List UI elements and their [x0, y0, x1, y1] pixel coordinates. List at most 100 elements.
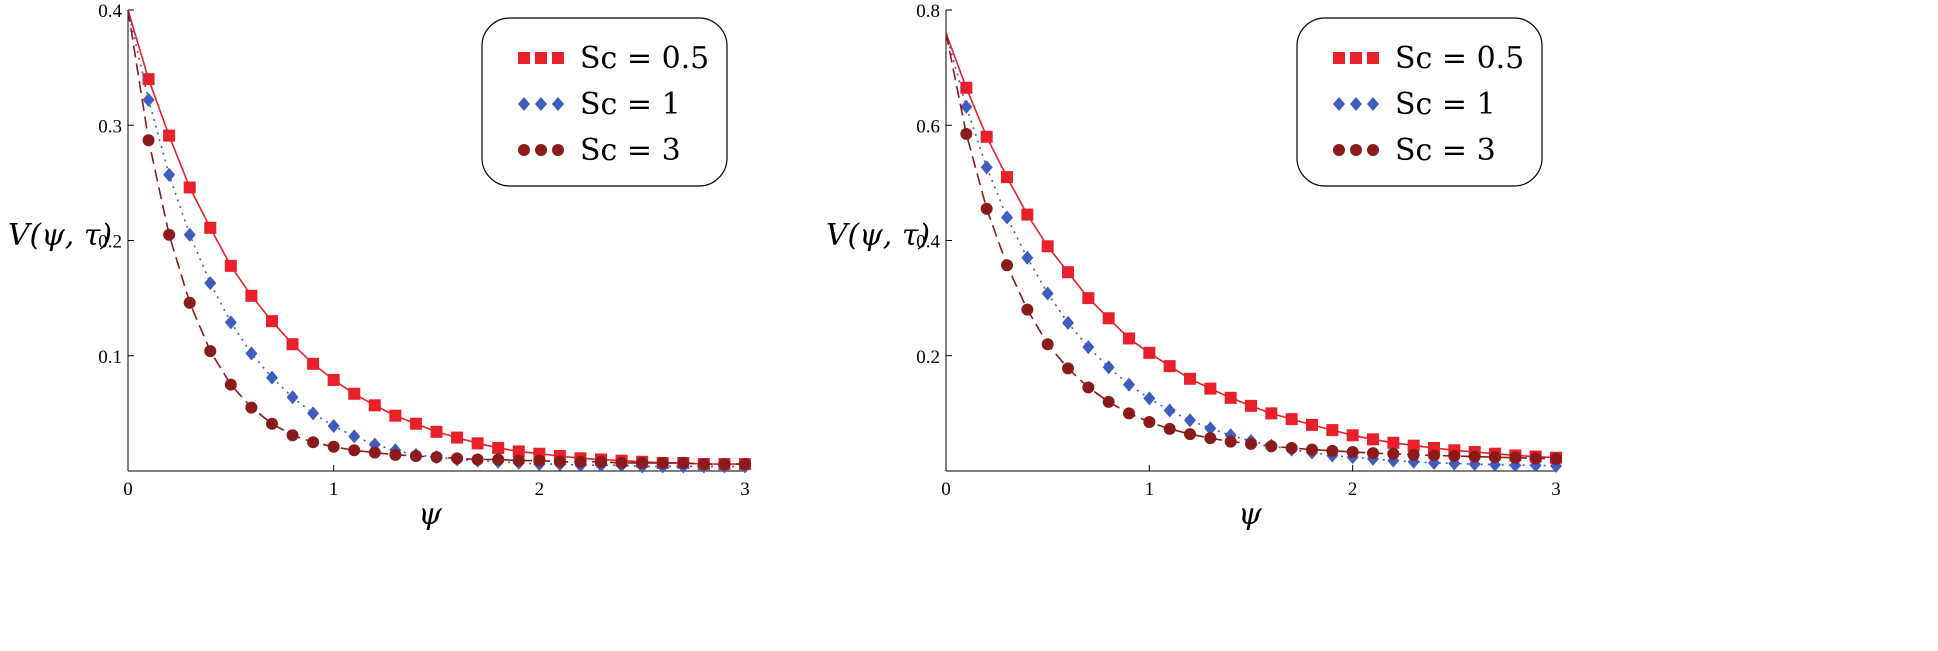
data-point	[1407, 439, 1420, 452]
y-tick-label: 0.2	[916, 347, 940, 368]
data-point	[204, 345, 217, 358]
legend-marker	[1350, 52, 1362, 64]
legend-marker	[552, 144, 564, 156]
legend-marker	[1350, 97, 1362, 111]
data-point	[163, 228, 176, 241]
data-point	[1184, 413, 1196, 428]
data-point	[1123, 407, 1135, 420]
data-point	[224, 315, 237, 330]
data-point	[1346, 445, 1359, 458]
data-point	[368, 399, 381, 412]
legend-label: Sc = 3	[1395, 133, 1496, 168]
data-point	[142, 134, 155, 147]
data-point	[327, 373, 340, 386]
data-point	[1102, 360, 1115, 375]
data-point	[471, 437, 484, 450]
data-point	[960, 81, 973, 94]
data-point	[1143, 391, 1156, 406]
data-point	[1306, 418, 1318, 431]
legend-marker	[518, 97, 530, 111]
data-point	[389, 448, 402, 461]
data-point	[1102, 312, 1115, 325]
x-tick-label: 1	[329, 479, 339, 500]
data-point	[245, 346, 258, 361]
legend-label: Sc = 1	[580, 87, 681, 122]
legend-marker	[552, 52, 564, 64]
data-point	[1326, 444, 1339, 457]
data-point	[574, 455, 587, 468]
data-point	[1082, 340, 1095, 355]
data-point	[1062, 315, 1074, 330]
y-tick-label: 0.2	[98, 232, 122, 253]
data-point	[245, 401, 258, 414]
data-point	[307, 406, 320, 421]
x-tick-label: 2	[535, 479, 545, 500]
data-point	[1184, 428, 1196, 441]
x-tick-label: 2	[1348, 479, 1358, 500]
data-point	[1529, 452, 1542, 465]
data-point	[1062, 266, 1074, 279]
data-point	[512, 454, 525, 467]
data-point	[1041, 240, 1054, 253]
data-point	[980, 130, 993, 143]
x-tick-label: 3	[1551, 479, 1561, 500]
data-point	[1204, 382, 1217, 395]
data-point	[1387, 447, 1400, 460]
data-point	[409, 417, 422, 430]
data-point	[1021, 250, 1034, 265]
data-point	[204, 221, 217, 234]
data-point	[224, 259, 237, 272]
legend: Sc = 0.5 Sc = 1 Sc = 3	[481, 17, 728, 187]
x-tick-label: 0	[123, 479, 133, 500]
data-point	[430, 425, 443, 438]
data-point	[697, 458, 710, 471]
data-point	[1448, 450, 1461, 463]
legend-marker	[1333, 144, 1345, 156]
data-point	[409, 450, 422, 463]
data-point	[1285, 413, 1298, 426]
data-point	[163, 129, 176, 142]
data-point	[1407, 448, 1420, 461]
data-point	[224, 378, 237, 391]
y-tick-label: 0.6	[916, 116, 940, 137]
data-point	[636, 456, 649, 469]
data-point	[980, 160, 993, 175]
legend-marker	[1350, 144, 1362, 156]
data-point	[1163, 422, 1176, 435]
data-point	[1184, 372, 1196, 385]
data-point	[1082, 381, 1095, 394]
data-point	[1163, 360, 1176, 373]
data-point	[245, 289, 258, 302]
data-point	[980, 202, 993, 215]
data-point	[389, 409, 402, 422]
data-point	[368, 446, 381, 459]
legend-marker	[518, 144, 530, 156]
data-point	[1204, 421, 1217, 436]
data-point	[265, 370, 278, 385]
data-point	[1306, 443, 1318, 456]
legend: Sc = 0.5 Sc = 1 Sc = 3	[1296, 17, 1543, 187]
data-point	[1021, 303, 1034, 316]
data-point	[492, 441, 505, 454]
data-point	[265, 315, 278, 328]
legend-label: Sc = 1	[1395, 87, 1496, 122]
data-point	[1245, 437, 1257, 450]
data-point	[348, 387, 361, 400]
x-tick-label: 0	[941, 479, 951, 500]
data-point	[739, 458, 751, 471]
series-3	[945, 32, 1562, 465]
data-point	[183, 181, 196, 194]
legend-marker	[552, 97, 564, 111]
data-point	[718, 458, 731, 471]
data-point	[286, 338, 299, 351]
legend-marker	[535, 144, 547, 156]
data-point	[327, 440, 340, 453]
legend-label: Sc = 3	[580, 133, 681, 168]
legend-label: Sc = 0.5	[580, 41, 709, 76]
data-point	[204, 276, 217, 291]
y-tick-label: 0.8	[916, 1, 940, 22]
chart-panel-2: 0 1 2 30.20.40.60.8V(ψ, τ)ψSc = 0.5Sc = 1Sc…	[826, 1, 1562, 532]
data-point	[183, 227, 196, 242]
data-point	[142, 92, 155, 107]
